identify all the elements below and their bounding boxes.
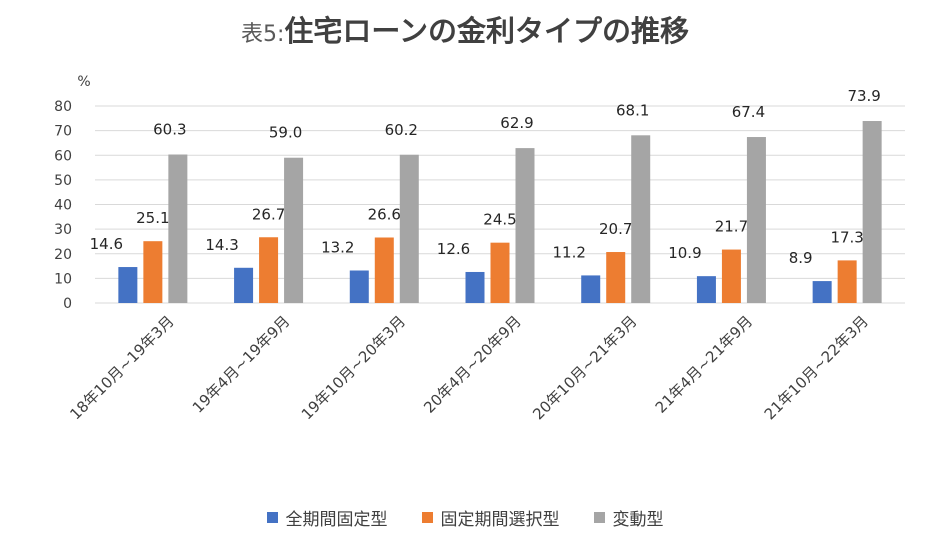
bar-fixed-select	[837, 260, 857, 303]
data-label-variable: 60.2	[385, 121, 418, 139]
data-label-variable: 60.3	[153, 121, 186, 139]
bar-fixed-select	[721, 249, 741, 303]
bar-variable	[631, 135, 651, 303]
bar-fixed-full	[812, 281, 832, 303]
data-label-fixed-select: 26.7	[252, 205, 285, 223]
x-tick-label: 19年10月~20年3月	[298, 312, 409, 423]
bar-variable	[284, 157, 304, 303]
data-label-fixed-full: 10.9	[668, 244, 701, 262]
y-tick-label: 0	[63, 296, 72, 312]
bars	[118, 121, 882, 304]
data-label-variable: 73.9	[847, 87, 880, 105]
y-tick-label: 50	[54, 173, 72, 189]
x-tick-label: 18年10月~19年3月	[66, 312, 177, 423]
x-tick-label: 21年4月~21年9月	[652, 312, 757, 417]
data-label-fixed-select: 26.6	[368, 205, 401, 223]
bar-fixed-select	[606, 252, 626, 303]
y-axis-unit-label: %	[77, 74, 90, 90]
bar-fixed-select	[374, 237, 394, 303]
chart-title-main: 住宅ローンの金利タイプの推移	[284, 14, 689, 48]
data-labels: 14.6 25.1 60.3 14.3 26.7 59.0 13.2 26.6 60.2 12.6…	[90, 87, 881, 267]
data-label-fixed-select: 25.1	[136, 209, 169, 227]
x-tick-label: 20年10月~21年3月	[529, 312, 640, 423]
x-axis-labels: 18年10月~19年3月 19年4月~19年9月 19年10月~20年3月 20年4月…	[66, 312, 872, 423]
y-tick-label: 80	[54, 99, 72, 115]
chart-title: 表5:住宅ローンの金利タイプの推移	[0, 8, 930, 50]
bar-fixed-full	[581, 275, 601, 303]
bar-chart: % 0 10 20 30 40 50 60 70 80 14.6 25.1 60.3 14.3 26.7…	[54, 74, 905, 423]
x-tick-label: 21年10月~22年3月	[761, 312, 872, 423]
legend-item-fixed-select: 固定期間選択型	[421, 505, 560, 530]
data-label-fixed-full: 13.2	[321, 238, 354, 256]
legend-swatch-fixed-full	[266, 512, 278, 523]
y-tick-label: 60	[54, 148, 72, 164]
y-tick-label: 10	[54, 271, 72, 287]
data-label-fixed-select: 21.7	[715, 218, 748, 236]
legend-label-fixed-full: 全期間固定型	[285, 510, 388, 530]
legend: 全期間固定型 固定期間選択型 変動型	[0, 505, 930, 530]
chart-title-prefix: 表5:	[241, 22, 285, 47]
legend-item-variable: 変動型	[593, 505, 664, 530]
legend-item-fixed-full: 全期間固定型	[266, 505, 388, 530]
bar-fixed-full	[118, 267, 138, 303]
y-tick-label: 30	[54, 222, 72, 238]
data-label-fixed-select: 20.7	[599, 220, 632, 238]
data-label-variable: 68.1	[616, 101, 649, 119]
legend-label-fixed-select: 固定期間選択型	[440, 510, 560, 530]
bar-variable	[515, 148, 535, 303]
x-tick-label: 20年4月~20年9月	[420, 312, 525, 417]
y-axis-ticks: 0 10 20 30 40 50 60 70 80	[54, 99, 72, 312]
bar-fixed-select	[490, 242, 510, 303]
bar-variable	[862, 121, 882, 304]
legend-swatch-fixed-select	[421, 512, 433, 523]
bar-fixed-full	[696, 276, 716, 303]
bar-fixed-select	[143, 241, 163, 303]
data-label-fixed-select: 17.3	[830, 228, 863, 246]
data-label-fixed-full: 11.2	[553, 243, 586, 261]
x-tick-label: 19年4月~19年9月	[189, 312, 294, 417]
legend-swatch-variable	[593, 512, 605, 523]
bar-fixed-select	[259, 237, 279, 303]
data-label-fixed-full: 14.6	[90, 235, 123, 253]
bar-fixed-full	[465, 271, 485, 303]
data-label-fixed-select: 24.5	[483, 211, 516, 229]
y-tick-label: 20	[54, 247, 72, 263]
y-tick-label: 70	[54, 124, 72, 140]
data-label-fixed-full: 14.3	[205, 236, 238, 254]
bar-variable	[168, 154, 188, 303]
legend-label-variable: 変動型	[612, 510, 664, 530]
bar-fixed-full	[234, 267, 254, 303]
bar-variable	[746, 137, 766, 303]
data-label-fixed-full: 12.6	[437, 240, 470, 258]
data-label-variable: 62.9	[500, 114, 533, 132]
data-label-variable: 59.0	[269, 124, 302, 142]
data-label-variable: 67.4	[732, 103, 765, 121]
bar-fixed-full	[349, 270, 369, 303]
bar-variable	[399, 154, 419, 303]
y-tick-label: 40	[54, 198, 72, 214]
data-label-fixed-full: 8.9	[789, 249, 813, 267]
